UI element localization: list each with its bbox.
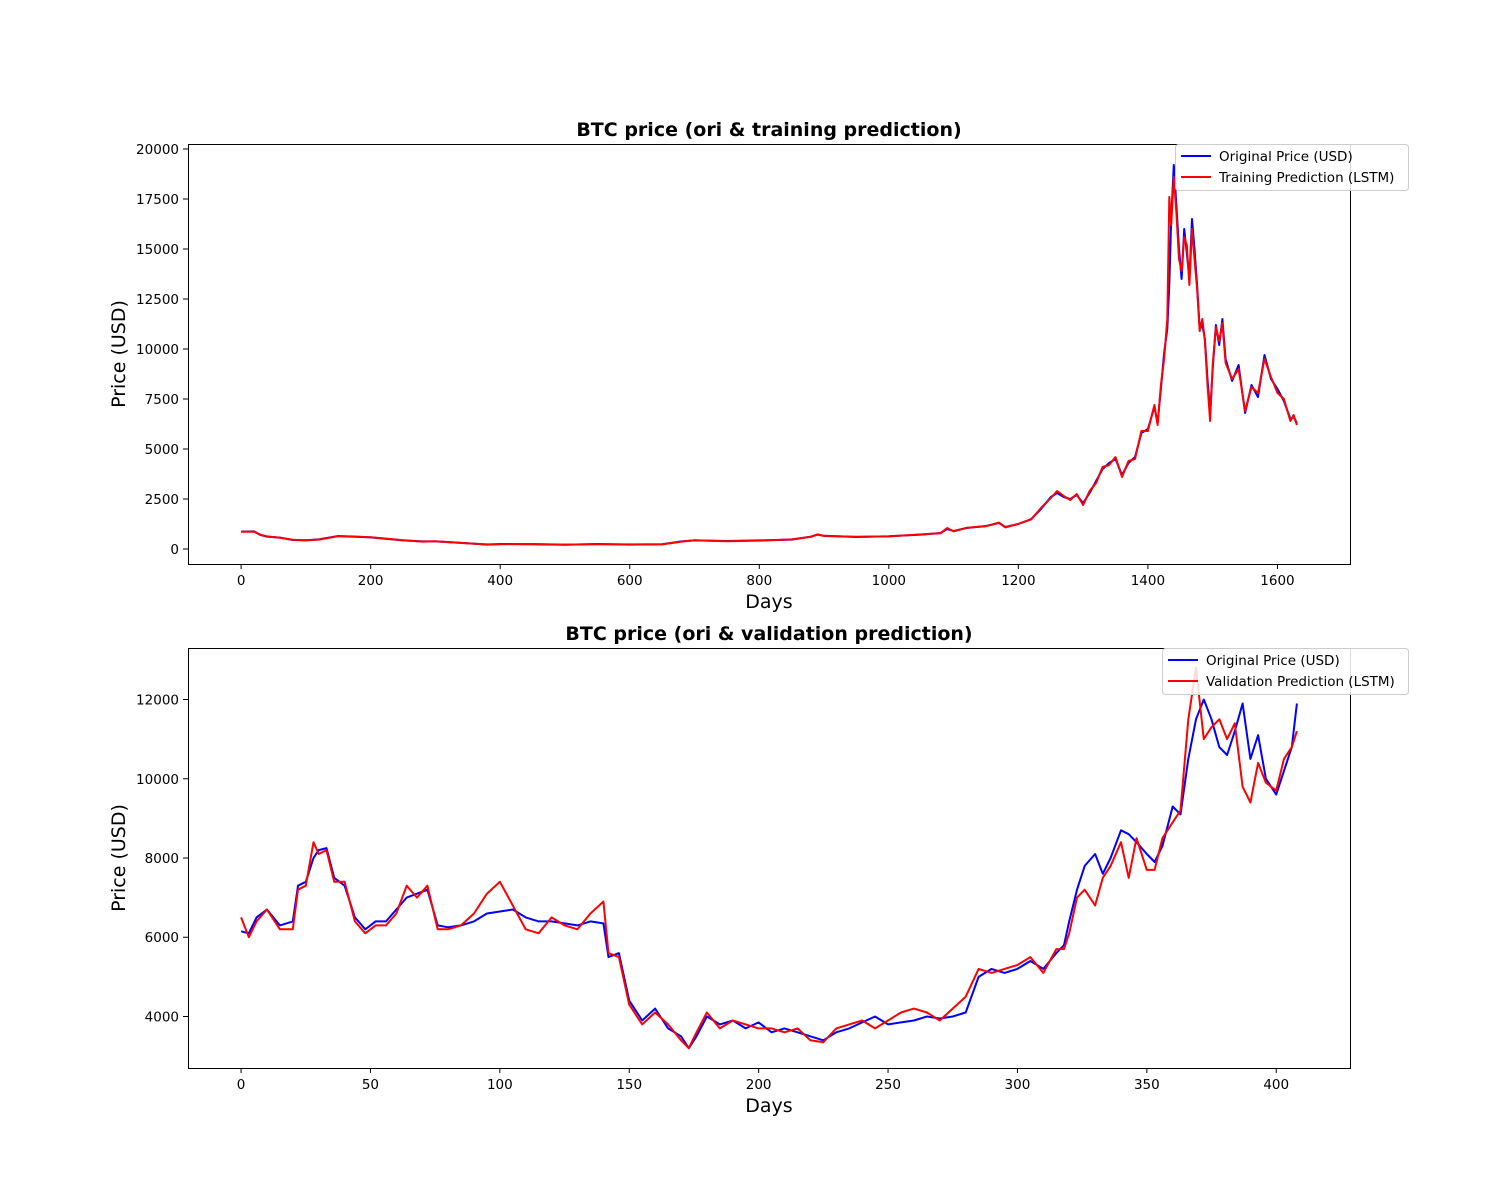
x-tick-label: 1600 bbox=[1260, 573, 1294, 589]
x-tick-label: 400 bbox=[1263, 1077, 1289, 1093]
legend: Original Price (USD) Training Prediction … bbox=[1175, 144, 1409, 191]
x-tick-label: 400 bbox=[487, 573, 513, 589]
legend-label: Original Price (USD) bbox=[1219, 149, 1353, 165]
y-tick-label: 12000 bbox=[136, 693, 179, 709]
x-tick-label: 200 bbox=[746, 1077, 772, 1093]
y-tick-label: 8000 bbox=[145, 851, 179, 867]
x-tick-label: 200 bbox=[358, 573, 384, 589]
original-price-line bbox=[241, 164, 1298, 546]
x-tick-label: 0 bbox=[237, 573, 246, 589]
x-tick-label: 0 bbox=[237, 1077, 246, 1093]
x-axis-label: Days bbox=[745, 1095, 792, 1117]
training-chart: BTC price (ori & training prediction) 0 2… bbox=[108, 119, 1409, 613]
x-tick-label: 1400 bbox=[1131, 573, 1165, 589]
x-tick-label: 600 bbox=[617, 573, 643, 589]
x-tick-label: 150 bbox=[616, 1077, 642, 1093]
chart-title: BTC price (ori & training prediction) bbox=[576, 119, 961, 141]
x-tick-label: 50 bbox=[362, 1077, 379, 1093]
y-tick-label: 17500 bbox=[136, 192, 179, 208]
plot-area bbox=[241, 164, 1298, 546]
original-price-line bbox=[240, 698, 1298, 1050]
x-axis-label: Days bbox=[745, 591, 792, 613]
x-tick-label: 100 bbox=[487, 1077, 513, 1093]
x-tick-label: 1200 bbox=[1001, 573, 1035, 589]
y-tick-label: 10000 bbox=[136, 342, 179, 358]
y-tick-label: 4000 bbox=[145, 1009, 179, 1025]
y-tick-label: 7500 bbox=[145, 392, 179, 408]
chart-title: BTC price (ori & validation prediction) bbox=[565, 623, 972, 645]
prediction-line bbox=[240, 666, 1298, 1050]
y-axis-label: Price (USD) bbox=[108, 300, 130, 408]
x-tick-label: 800 bbox=[746, 573, 772, 589]
validation-chart: BTC price (ori & validation prediction) … bbox=[108, 623, 1409, 1117]
legend-box bbox=[1175, 144, 1409, 191]
y-axis-label: Price (USD) bbox=[108, 804, 130, 912]
y-tick-label: 15000 bbox=[136, 242, 179, 258]
prediction-line bbox=[241, 176, 1298, 546]
legend: Original Price (USD) Validation Predictio… bbox=[1162, 648, 1409, 695]
ticks: 0 50 100 150 200 250 300 350 400 4000 6000 8000 1000… bbox=[136, 693, 1289, 1093]
y-tick-label: 10000 bbox=[136, 772, 179, 788]
legend-box bbox=[1162, 648, 1409, 695]
legend-label: Original Price (USD) bbox=[1206, 653, 1340, 669]
legend-label: Training Prediction (LSTM) bbox=[1218, 170, 1394, 186]
y-tick-label: 20000 bbox=[136, 142, 179, 158]
y-tick-label: 12500 bbox=[136, 292, 179, 308]
y-tick-label: 2500 bbox=[145, 492, 179, 508]
legend-label: Validation Prediction (LSTM) bbox=[1206, 674, 1395, 690]
y-tick-label: 5000 bbox=[145, 442, 179, 458]
y-tick-label: 6000 bbox=[145, 930, 179, 946]
x-tick-label: 1000 bbox=[872, 573, 906, 589]
x-tick-label: 300 bbox=[1005, 1077, 1031, 1093]
axes-frame bbox=[188, 648, 1351, 1069]
axes-frame bbox=[188, 144, 1351, 565]
plot-area bbox=[240, 666, 1298, 1050]
x-tick-label: 350 bbox=[1134, 1077, 1160, 1093]
y-tick-label: 0 bbox=[170, 542, 179, 558]
x-tick-label: 250 bbox=[875, 1077, 901, 1093]
ticks: 0 200 400 600 800 1000 1200 1400 1600 0 2500 5000 75… bbox=[136, 142, 1295, 589]
